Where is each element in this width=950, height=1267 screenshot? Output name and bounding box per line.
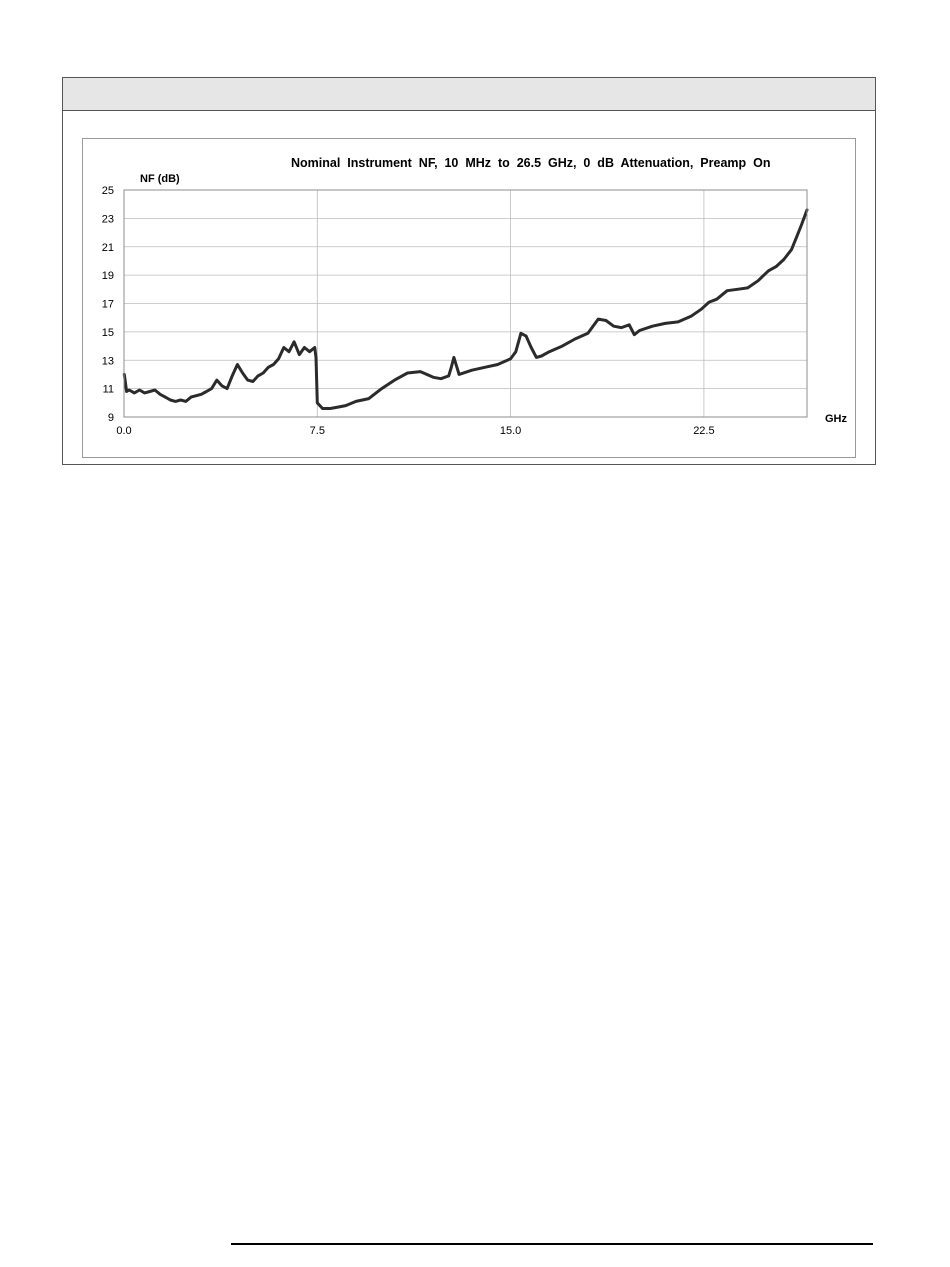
- footer-rule: [231, 1243, 873, 1245]
- series-layer: [122, 208, 809, 410]
- y-tick-label: 15: [102, 327, 114, 339]
- tick-labels: 9 11 13 15 17 19 21 23 25 0.0 7.5 15.0 22.5: [102, 185, 715, 437]
- plot-frame: [123, 189, 808, 418]
- y-axis-label: NF (dB): [140, 173, 180, 185]
- y-tick-label: 23: [102, 213, 114, 225]
- y-tick-label: 25: [102, 185, 114, 197]
- panel-header: [63, 78, 875, 111]
- x-tick-label: 15.0: [500, 425, 521, 437]
- chart-title: Nominal Instrument NF, 10 MHz to 26.5 GH…: [291, 156, 770, 170]
- x-tick-label: 22.5: [693, 425, 714, 437]
- nf-chart: Nominal Instrument NF, 10 MHz to 26.5 GH…: [102, 156, 848, 437]
- y-tick-label: 13: [102, 355, 114, 367]
- y-tick-label: 9: [108, 412, 114, 424]
- x-axis-label: GHz: [825, 413, 848, 425]
- x-tick-label: 0.0: [116, 425, 131, 437]
- y-tick-label: 19: [102, 270, 114, 282]
- grid: [123, 189, 807, 418]
- y-tick-label: 11: [103, 384, 114, 396]
- figure-panel: Nominal Instrument NF, 10 MHz to 26.5 GH…: [62, 77, 876, 465]
- y-tick-label: 21: [102, 242, 114, 254]
- y-tick-label: 17: [102, 299, 114, 311]
- nf-series-line: [122, 208, 809, 410]
- x-tick-label: 7.5: [310, 425, 325, 437]
- plot-frame-layer: [123, 189, 808, 418]
- chart-frame: Nominal Instrument NF, 10 MHz to 26.5 GH…: [82, 138, 856, 458]
